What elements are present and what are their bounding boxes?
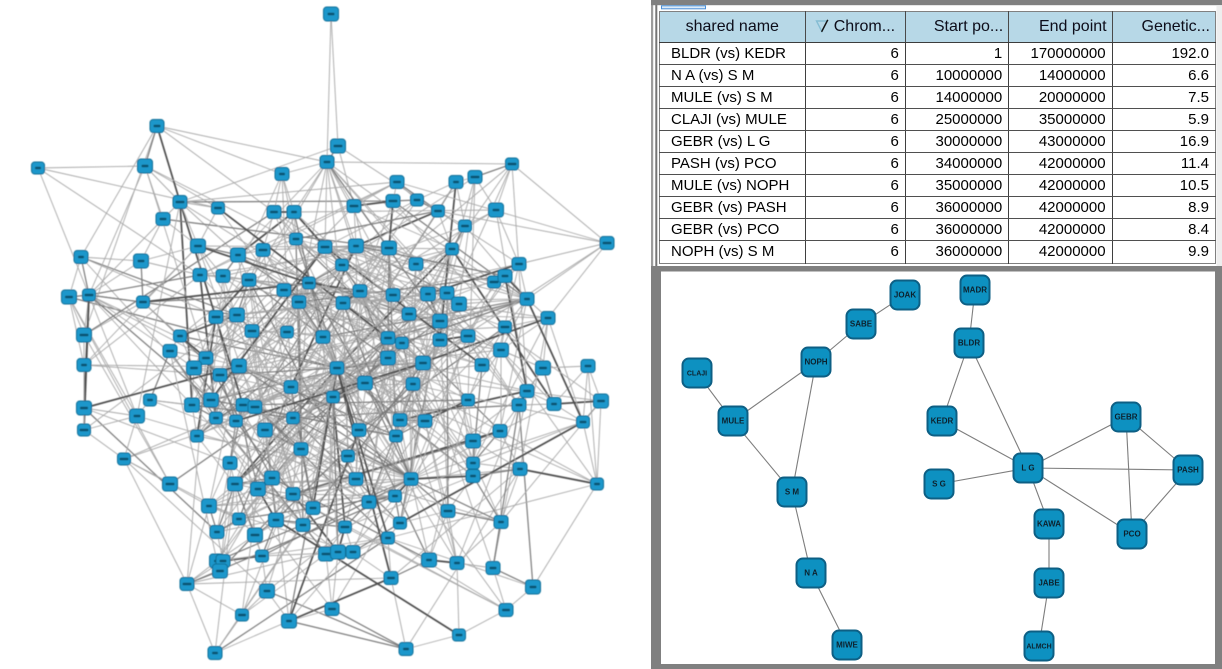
svg-text:MADR: MADR xyxy=(963,286,987,295)
svg-text:PASH: PASH xyxy=(1177,466,1199,475)
svg-text:MIWE: MIWE xyxy=(836,641,858,650)
svg-text:KEDR: KEDR xyxy=(931,417,954,426)
svg-text:BLDR: BLDR xyxy=(958,339,980,348)
svg-text:S M: S M xyxy=(785,488,800,497)
svg-text:N A: N A xyxy=(804,569,818,578)
svg-text:MULE: MULE xyxy=(722,417,745,426)
svg-text:GEBR: GEBR xyxy=(1114,413,1137,422)
svg-text:PCO: PCO xyxy=(1123,530,1140,539)
svg-text:NOPH: NOPH xyxy=(804,358,827,367)
svg-text:SABE: SABE xyxy=(850,320,873,329)
svg-text:JOAK: JOAK xyxy=(894,291,916,300)
svg-text:S G: S G xyxy=(932,480,946,489)
svg-text:ALMCH: ALMCH xyxy=(1026,644,1051,651)
svg-text:KAWA: KAWA xyxy=(1037,520,1061,529)
svg-text:JABE: JABE xyxy=(1038,579,1060,588)
svg-text:CLAJI: CLAJI xyxy=(687,371,707,378)
svg-text:L G: L G xyxy=(1021,464,1034,473)
